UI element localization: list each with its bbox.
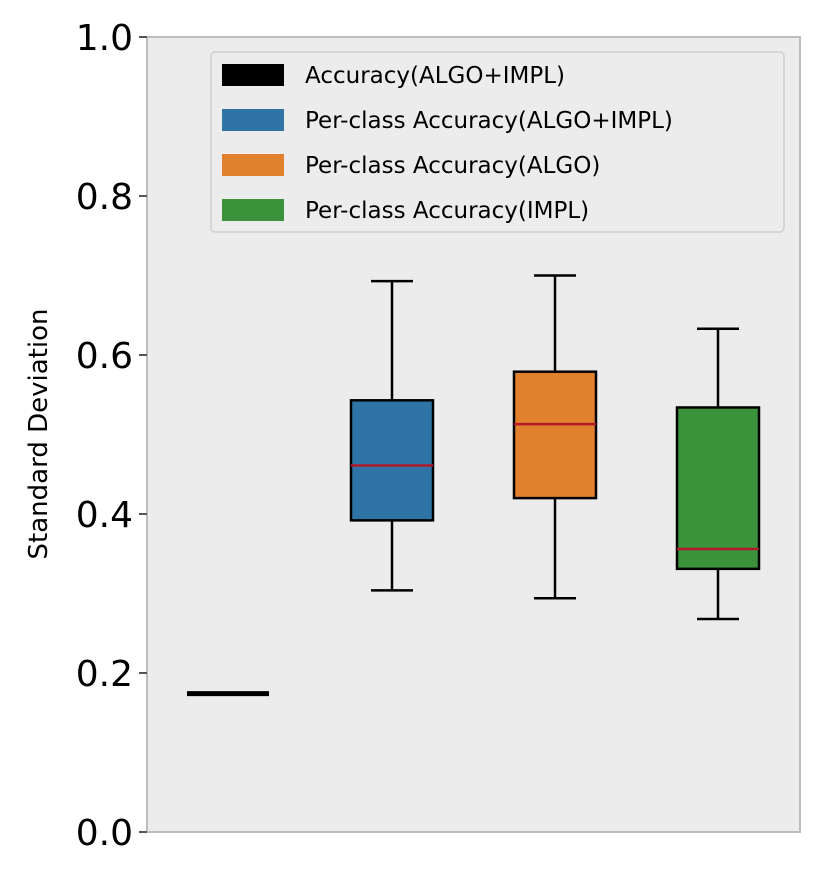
legend-label: Accuracy(ALGO+IMPL): [305, 63, 565, 89]
box-iqr: [349, 399, 435, 522]
legend-label: Per-class Accuracy(ALGO+IMPL): [305, 108, 673, 134]
box-3: [512, 274, 598, 600]
box-4: [675, 327, 761, 621]
legend-frame: [210, 51, 785, 233]
box-iqr: [512, 370, 598, 500]
y-tick-label: 0.4: [76, 495, 133, 536]
y-tick-label: 0.8: [76, 177, 133, 218]
legend-swatch: [222, 109, 284, 131]
y-axis-label: Standard Deviation: [24, 309, 54, 560]
y-tick-label: 0.0: [76, 813, 133, 854]
legend: Accuracy(ALGO+IMPL) Per-class Accuracy(AL…: [210, 51, 785, 233]
y-tick-label: 0.2: [76, 654, 133, 695]
y-tick-label: 0.6: [76, 336, 133, 377]
legend-swatch: [222, 199, 284, 221]
legend-swatch: [222, 64, 284, 86]
y-axis: 0.0 0.2 0.4 0.6 0.8 1.0: [76, 18, 147, 854]
box-iqr: [675, 406, 761, 571]
box-2: [349, 279, 435, 592]
legend-label: Per-class Accuracy(ALGO): [305, 153, 600, 179]
y-tick-label: 1.0: [76, 18, 133, 59]
box-series-group: [187, 274, 761, 697]
legend-swatch: [222, 154, 284, 176]
legend-label: Per-class Accuracy(IMPL): [305, 198, 589, 224]
